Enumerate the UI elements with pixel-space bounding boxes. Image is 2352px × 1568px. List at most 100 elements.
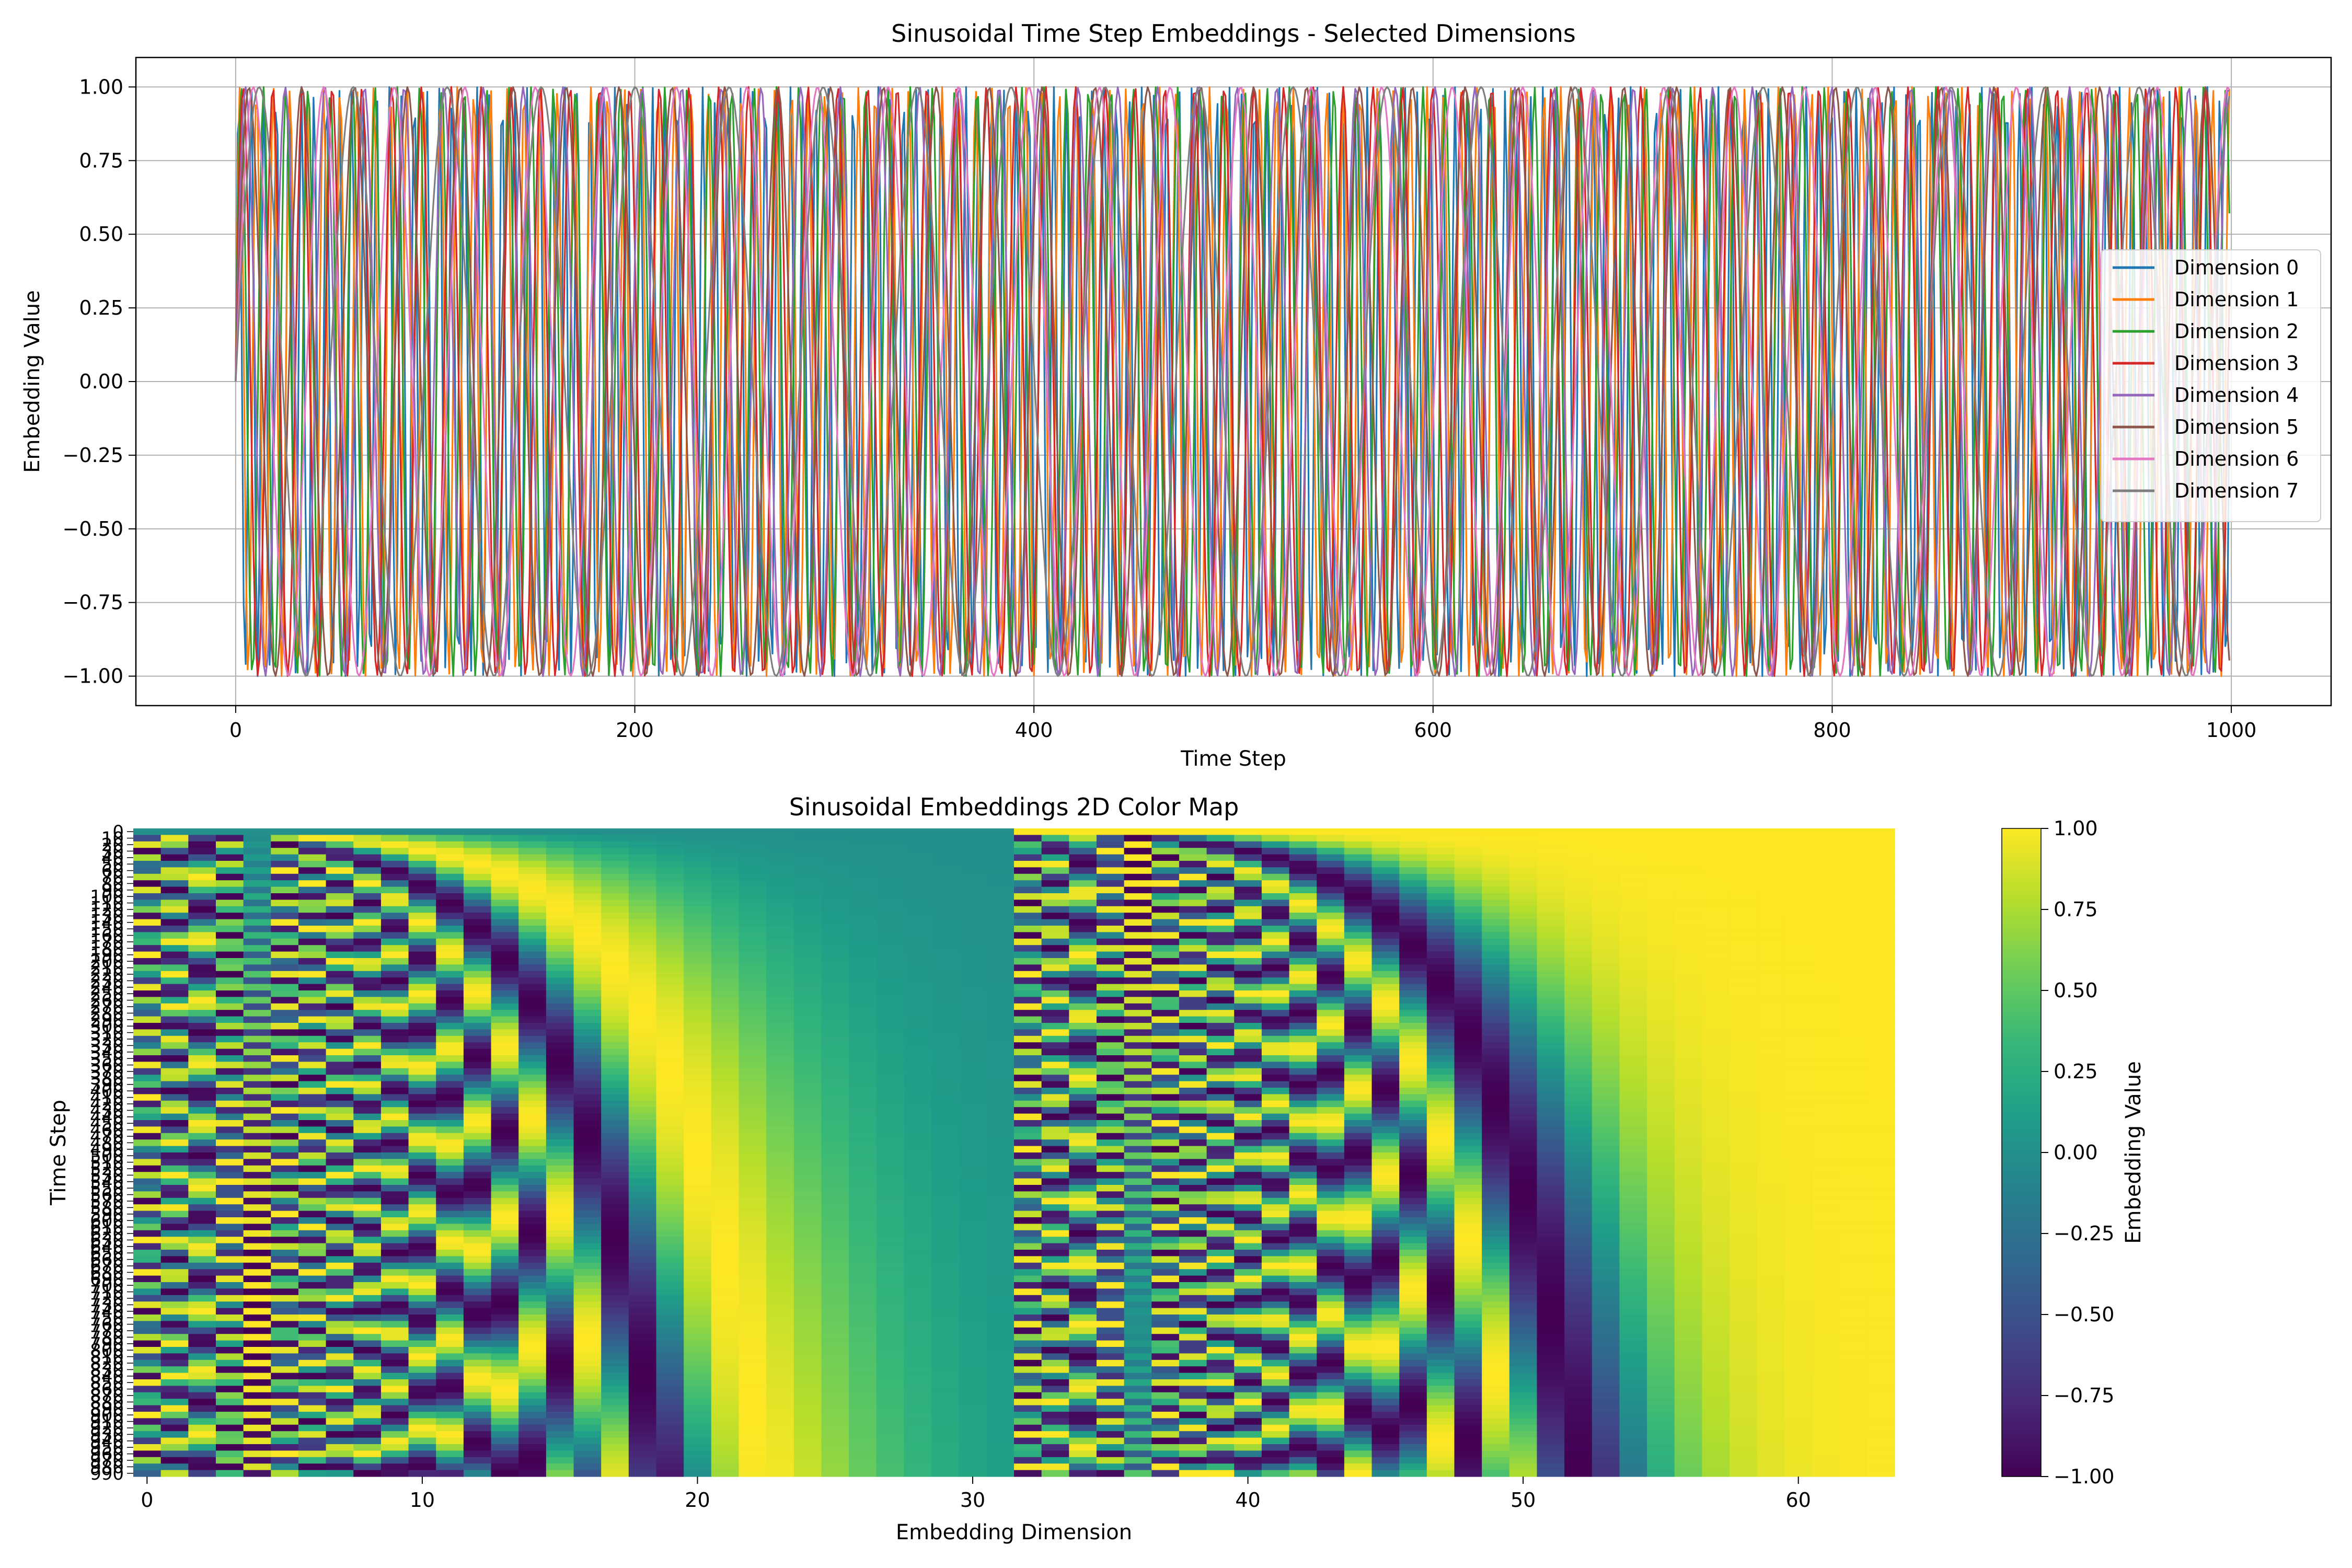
heatmap-cell	[684, 893, 711, 900]
heatmap-cell	[1730, 1204, 1757, 1211]
heatmap-cell	[1647, 939, 1675, 946]
heatmap-cell	[464, 1321, 491, 1328]
heatmap-cell	[518, 990, 546, 997]
heatmap-cell	[959, 848, 987, 855]
heatmap-cell	[1262, 1062, 1289, 1068]
heatmap-cell	[1289, 1055, 1317, 1062]
heatmap-cell	[629, 1107, 656, 1114]
heatmap-cell	[1289, 1075, 1317, 1081]
heatmap-cell	[298, 1088, 326, 1094]
heatmap-cell	[1234, 893, 1262, 900]
heatmap-cell	[1317, 1250, 1344, 1256]
heatmap-cell	[1757, 913, 1785, 919]
heatmap-cell	[133, 828, 161, 835]
heatmap-cell	[931, 887, 959, 894]
heatmap-cell	[353, 1126, 381, 1133]
heatmap-cell	[133, 893, 161, 900]
heatmap-cell	[1262, 1126, 1289, 1133]
heatmap-cell	[491, 1120, 519, 1127]
heatmap-cell	[1097, 1269, 1124, 1276]
heatmap-cell	[1675, 841, 1702, 848]
heatmap-cell	[1675, 919, 1702, 926]
heatmap-cell	[326, 1055, 354, 1062]
heatmap-cell	[1702, 1010, 1730, 1017]
heatmap-cell	[1097, 835, 1124, 841]
heatmap-cell	[794, 1114, 822, 1121]
heatmap-cell	[326, 1256, 354, 1263]
heatmap-cell	[1730, 1224, 1757, 1230]
heatmap-cell	[739, 1321, 766, 1328]
heatmap-cell	[1784, 1023, 1812, 1030]
heatmap-cell	[188, 1081, 216, 1088]
legend-entry-label: Dimension 1	[2174, 288, 2299, 311]
heatmap-cell	[1151, 1250, 1179, 1256]
heatmap-cell	[244, 1204, 271, 1211]
heatmap-cell	[1399, 1308, 1427, 1315]
heatmap-cell	[877, 861, 904, 868]
heatmap-cell	[188, 887, 216, 894]
heatmap-cell	[546, 1321, 574, 1328]
heatmap-cell	[1509, 1301, 1537, 1308]
heatmap-cell	[1097, 1250, 1124, 1256]
heatmap-cell	[1482, 1321, 1509, 1328]
heatmap-cell	[1179, 1166, 1207, 1172]
heatmap-cell	[1564, 1243, 1592, 1250]
heatmap-cell	[986, 867, 1014, 874]
heatmap-cell	[1427, 1269, 1455, 1276]
heatmap-cell	[629, 893, 656, 900]
heatmap-cell	[766, 1042, 794, 1049]
heatmap-cell	[381, 893, 409, 900]
heatmap-cell	[1399, 945, 1427, 952]
heatmap-cell	[436, 867, 464, 874]
heatmap-cell	[1207, 984, 1235, 991]
heatmap-cell	[1151, 1198, 1179, 1205]
heatmap-cell	[326, 1101, 354, 1108]
heatmap-cell	[739, 1211, 766, 1218]
heatmap-cell	[794, 1191, 822, 1198]
heatmap-cell	[1234, 939, 1262, 946]
heatmap-cell	[1867, 1288, 1895, 1295]
heatmap-cell	[1730, 1217, 1757, 1224]
heatmap-cell	[244, 1243, 271, 1250]
heatmap-cell	[326, 1172, 354, 1179]
heatmap-cell	[711, 1185, 739, 1192]
heatmap-cell	[821, 1282, 849, 1289]
heatmap-cell	[1372, 1204, 1400, 1211]
heatmap-cell	[1675, 880, 1702, 887]
heatmap-cell	[1840, 1263, 1867, 1270]
heatmap-cell	[1124, 1308, 1152, 1315]
heatmap-cell	[1647, 1315, 1675, 1321]
heatmap-cell	[1675, 1243, 1702, 1250]
heatmap-cell	[1702, 861, 1730, 868]
heatmap-cell	[601, 1276, 629, 1283]
heatmap-cell	[794, 1263, 822, 1270]
heatmap-cell	[1399, 1107, 1427, 1114]
heatmap-cell	[1427, 1114, 1455, 1121]
heatmap-cell	[133, 1133, 161, 1140]
heatmap-cell	[1097, 1256, 1124, 1263]
heatmap-cell	[546, 867, 574, 874]
heatmap-cell	[409, 1224, 436, 1230]
heatmap-cell	[546, 1068, 574, 1075]
heatmap-cell	[546, 945, 574, 952]
heatmap-cell	[216, 971, 244, 978]
heatmap-cell	[1207, 964, 1235, 971]
heatmap-cell	[1069, 1301, 1097, 1308]
heatmap-cell	[216, 958, 244, 965]
heatmap-cell	[1730, 841, 1757, 848]
heatmap-cell	[1014, 1055, 1042, 1062]
heatmap-cell	[1042, 1185, 1069, 1192]
heatmap-cell	[1344, 977, 1372, 984]
heatmap-cell	[298, 952, 326, 959]
heatmap-cell	[629, 939, 656, 946]
heatmap-cell	[271, 1152, 298, 1159]
heatmap-cell	[1289, 1010, 1317, 1017]
heatmap-cell	[574, 1049, 602, 1056]
heatmap-cell	[821, 887, 849, 894]
heatmap-cell	[1097, 1075, 1124, 1081]
heatmap-cell	[1399, 1094, 1427, 1101]
heatmap-cell	[877, 952, 904, 959]
heatmap-cell	[133, 887, 161, 894]
heatmap-cell	[1399, 1256, 1427, 1263]
heatmap-cell	[546, 861, 574, 868]
